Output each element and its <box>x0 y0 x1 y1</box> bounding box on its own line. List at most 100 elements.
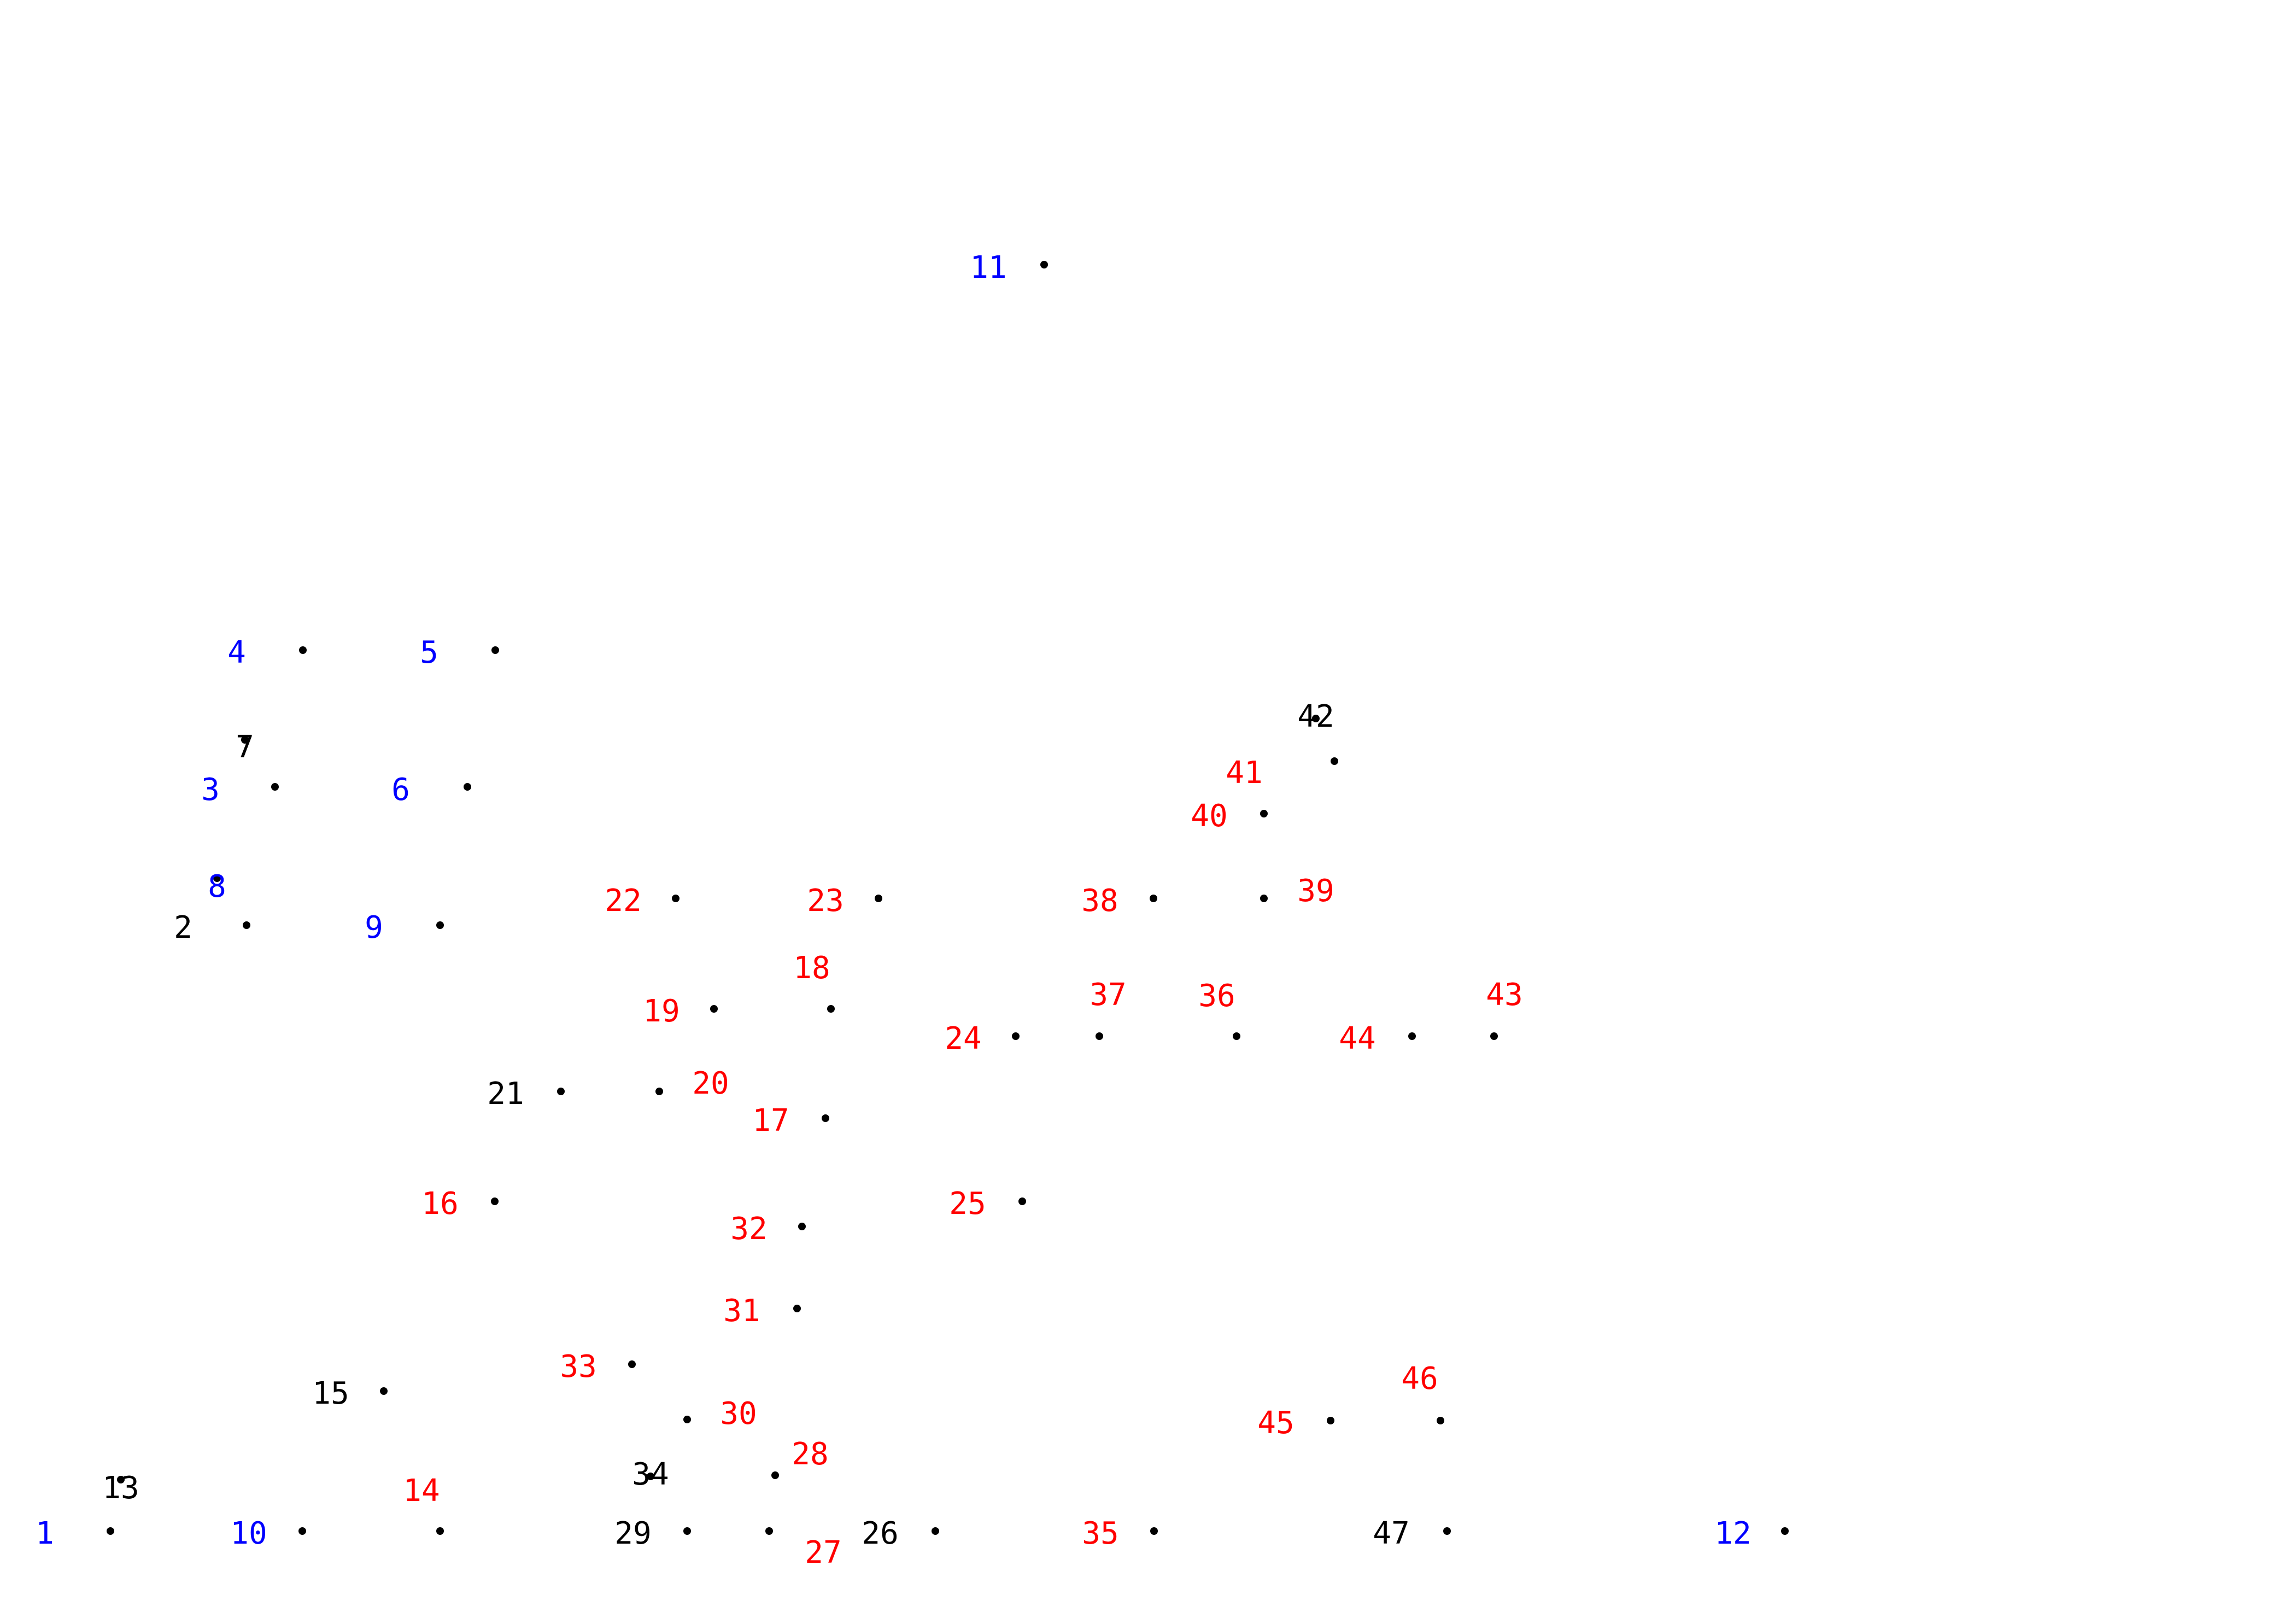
label-33: 33 <box>560 1349 596 1385</box>
dot-2 <box>243 921 250 929</box>
dot-17 <box>822 1114 829 1122</box>
dot-9 <box>436 921 444 929</box>
label-20: 20 <box>692 1066 729 1101</box>
point-12: 12 <box>1714 1516 1789 1551</box>
label-11: 11 <box>970 250 1006 285</box>
label-9: 9 <box>365 910 383 945</box>
label-21: 21 <box>487 1076 524 1112</box>
point-16: 16 <box>421 1186 499 1222</box>
dot-7 <box>241 736 249 744</box>
dot-16 <box>491 1197 499 1205</box>
dot-38 <box>1150 895 1157 902</box>
point-29: 29 <box>614 1516 691 1551</box>
label-28: 28 <box>792 1436 828 1472</box>
point-2: 2 <box>174 910 250 945</box>
dot-44 <box>1408 1032 1416 1040</box>
dot-6 <box>464 783 471 791</box>
dot-46 <box>1437 1417 1444 1424</box>
label-7: 7 <box>236 729 254 765</box>
dot-1 <box>107 1527 114 1535</box>
label-8: 8 <box>208 869 226 904</box>
label-44: 44 <box>1339 1021 1375 1056</box>
point-19: 19 <box>643 994 718 1029</box>
dot-28 <box>771 1471 779 1479</box>
dot-20 <box>655 1088 663 1095</box>
label-32: 32 <box>730 1211 767 1247</box>
point-8: 8 <box>208 869 226 904</box>
point-1: 1 <box>36 1516 114 1551</box>
dot-5 <box>491 646 499 654</box>
label-47: 47 <box>1373 1516 1409 1551</box>
label-36: 36 <box>1198 978 1235 1014</box>
label-5: 5 <box>420 635 438 670</box>
label-40: 40 <box>1191 798 1227 834</box>
dot-35 <box>1150 1527 1158 1535</box>
point-7: 7 <box>236 729 254 765</box>
dot-22 <box>672 895 680 902</box>
dot-15 <box>380 1387 388 1395</box>
label-46: 46 <box>1401 1361 1438 1397</box>
point-44: 44 <box>1339 1021 1416 1056</box>
dot-14 <box>436 1527 444 1535</box>
dot-33 <box>628 1360 636 1368</box>
point-46: 46 <box>1401 1361 1444 1424</box>
dot-31 <box>793 1305 801 1312</box>
dot-13 <box>117 1476 125 1483</box>
dot-26 <box>932 1527 939 1535</box>
label-37: 37 <box>1090 977 1126 1013</box>
point-36: 36 <box>1198 978 1240 1040</box>
label-15: 15 <box>312 1376 349 1411</box>
point-18: 18 <box>793 950 835 1013</box>
dot-32 <box>798 1223 806 1230</box>
dot-21 <box>557 1088 565 1095</box>
dot-3 <box>271 783 279 791</box>
point-28: 28 <box>771 1436 829 1479</box>
point-5: 5 <box>420 635 499 670</box>
point-34: 34 <box>632 1457 669 1492</box>
point-31: 31 <box>723 1293 801 1329</box>
point-23: 23 <box>807 883 882 919</box>
dot-41 <box>1331 757 1338 765</box>
label-41: 41 <box>1226 755 1262 791</box>
label-10: 10 <box>230 1516 267 1551</box>
label-30: 30 <box>720 1396 757 1432</box>
point-35: 35 <box>1082 1516 1158 1551</box>
label-13: 13 <box>102 1470 139 1506</box>
label-17: 17 <box>752 1103 789 1138</box>
label-22: 22 <box>605 883 641 919</box>
point-15: 15 <box>312 1376 388 1411</box>
label-6: 6 <box>391 772 410 808</box>
point-39: 39 <box>1260 873 1334 909</box>
point-6: 6 <box>391 772 471 808</box>
point-11: 11 <box>970 250 1048 285</box>
point-27: 27 <box>765 1527 842 1570</box>
dot-36 <box>1233 1032 1240 1040</box>
label-38: 38 <box>1081 883 1118 919</box>
point-4: 4 <box>227 635 307 670</box>
label-27: 27 <box>805 1535 841 1570</box>
dot-8 <box>213 874 221 882</box>
dot-18 <box>827 1005 835 1013</box>
dot-30 <box>683 1416 691 1423</box>
dot-19 <box>710 1005 718 1013</box>
label-24: 24 <box>945 1021 981 1056</box>
label-3: 3 <box>201 772 220 808</box>
label-26: 26 <box>862 1516 898 1551</box>
point-30: 30 <box>683 1396 757 1432</box>
point-3: 3 <box>201 772 279 808</box>
dot-4 <box>299 646 307 654</box>
point-13: 13 <box>102 1470 139 1506</box>
dot-34 <box>647 1473 654 1480</box>
label-2: 2 <box>174 910 192 945</box>
point-40: 40 <box>1191 798 1268 834</box>
dot-47 <box>1443 1527 1451 1535</box>
point-20: 20 <box>655 1066 729 1101</box>
label-39: 39 <box>1297 873 1334 909</box>
point-17: 17 <box>752 1103 829 1138</box>
point-26: 26 <box>862 1516 939 1551</box>
dot-12 <box>1781 1527 1789 1535</box>
point-45: 45 <box>1257 1405 1334 1441</box>
